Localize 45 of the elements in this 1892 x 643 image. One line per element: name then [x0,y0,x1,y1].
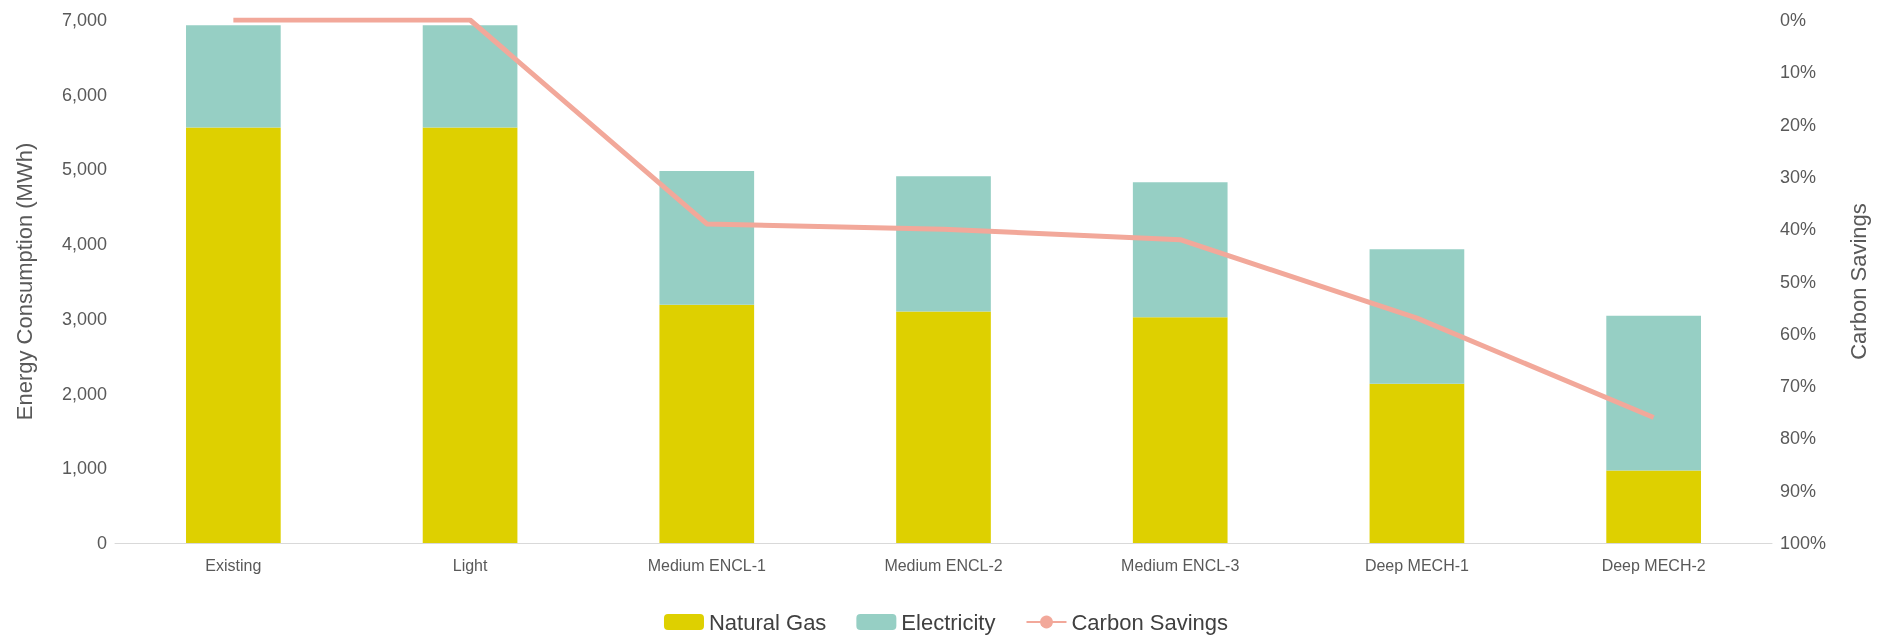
bar [896,311,991,543]
y2-tick-label: 80% [1780,428,1817,449]
bar [659,304,755,543]
x-tick-label: Light [452,556,488,574]
bar [186,127,281,543]
y2-tick-label: 20% [1780,114,1817,135]
y-tick-label: 5,000 [61,159,107,180]
y-tick-label: 1,000 [61,458,107,479]
y2-tick-label: 30% [1780,166,1817,187]
y2-tick-label: 90% [1780,480,1817,501]
y-tick-label: 3,000 [61,308,107,329]
x-tick-label: Deep MECH-1 [1364,556,1470,574]
y2-tick-label: 10% [1780,62,1817,83]
y-axis-title: Energy Consumption (MWh) [11,142,37,421]
y-tick-label: 4,000 [61,234,107,255]
bar [659,170,755,305]
bar [1606,470,1701,543]
x-tick-label: Deep MECH-2 [1601,556,1706,574]
y-tick-label: 7,000 [61,10,107,30]
legend-label: Electricity [901,609,996,635]
bar [1369,249,1465,384]
legend-label: Natural Gas [708,609,827,635]
bar [422,25,518,128]
x-tick-label: Medium ENCL-2 [884,556,1003,574]
y-tick-label: 0 [96,533,107,553]
bar [1132,182,1228,318]
x-tick-label: Medium ENCL-1 [647,556,767,574]
bar [186,25,281,128]
y2-tick-label: 0% [1780,10,1807,30]
y2-tick-label: 40% [1780,219,1817,240]
bar [1606,315,1701,471]
legend-label: Carbon Savings [1071,609,1229,635]
bar [1369,383,1465,543]
x-tick-label: Medium ENCL-3 [1121,556,1240,574]
y2-tick-label: 50% [1780,271,1817,292]
y-tick-label: 6,000 [61,84,107,105]
bar [896,176,991,312]
y2-tick-label: 70% [1780,376,1817,397]
x-tick-label: Existing [205,556,262,574]
y2-tick-label: 60% [1780,323,1817,344]
bar [1132,317,1228,543]
y2-tick-label: 100% [1780,533,1827,553]
y2-axis-title: Carbon Savings [1845,203,1871,360]
y-tick-label: 2,000 [61,383,107,404]
bar [422,127,518,543]
